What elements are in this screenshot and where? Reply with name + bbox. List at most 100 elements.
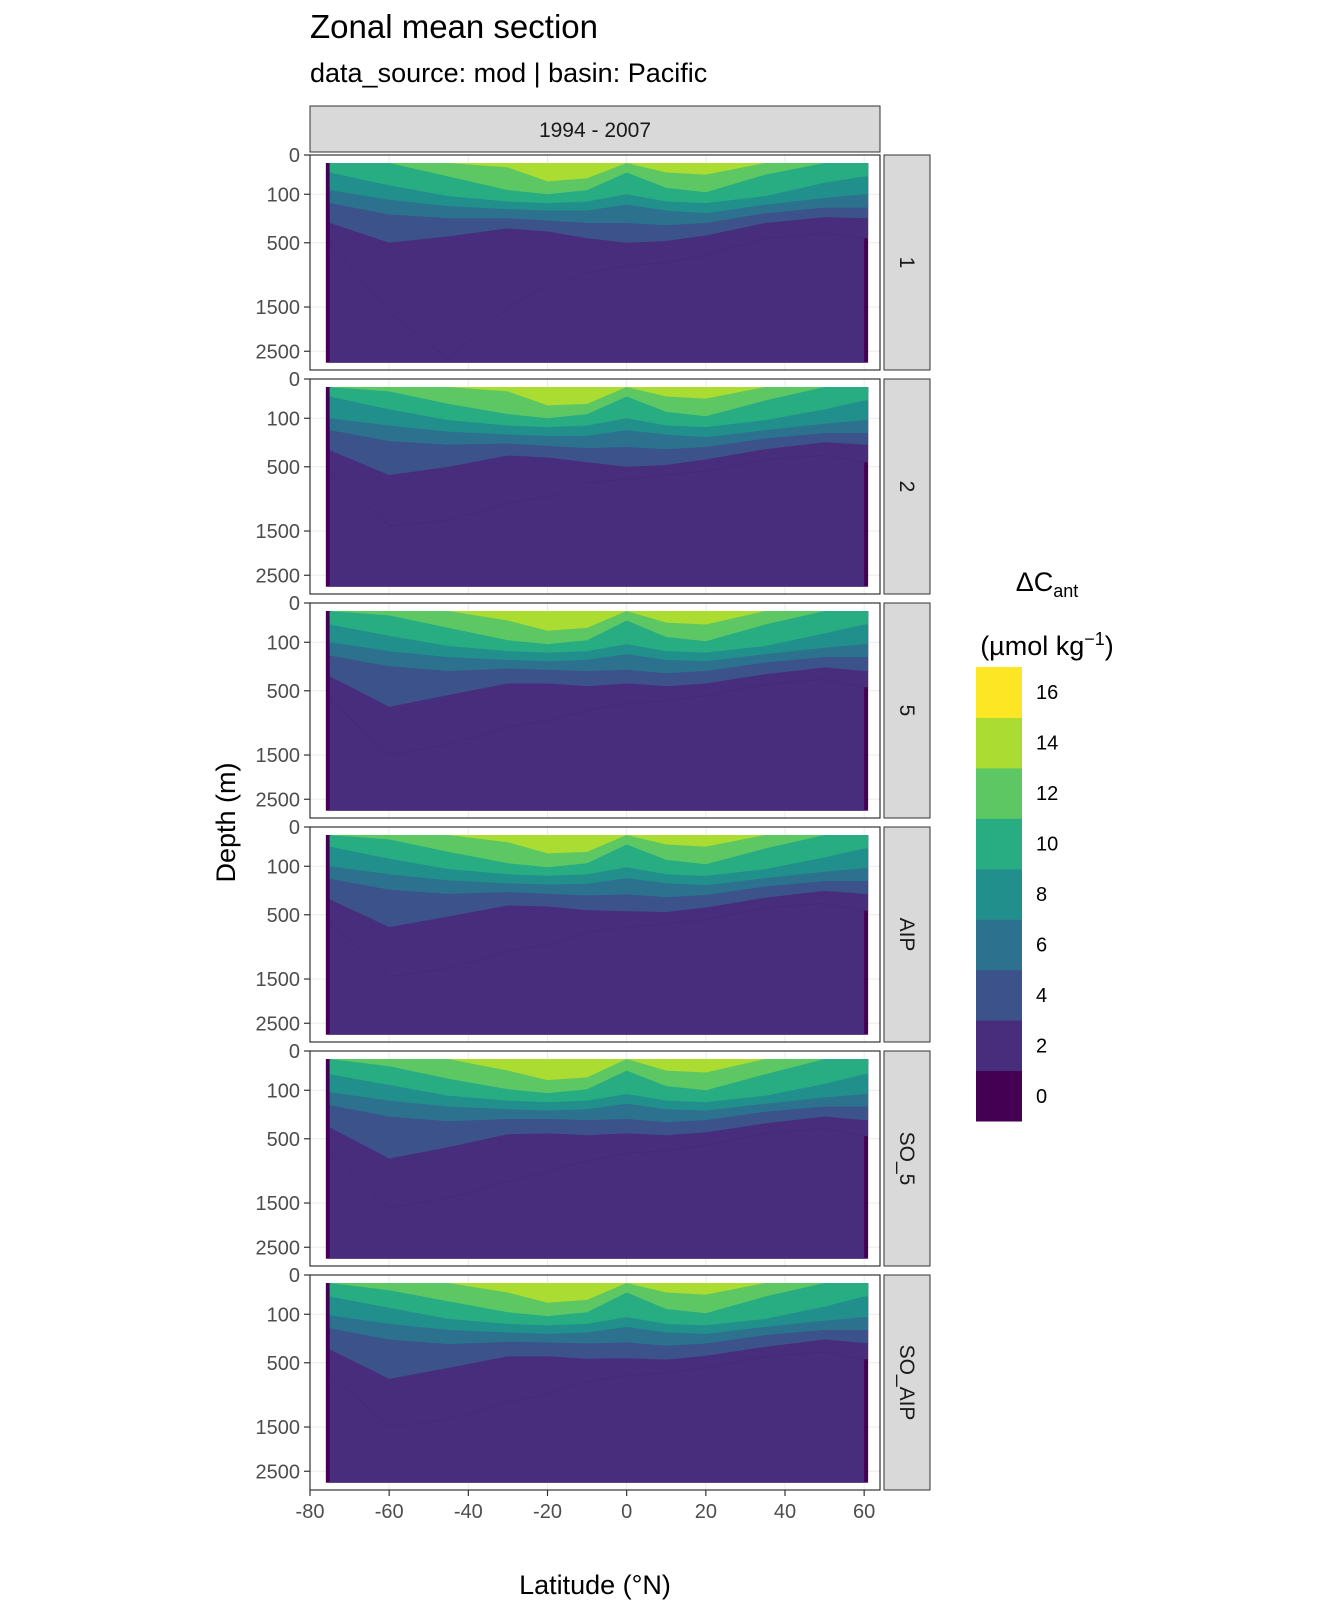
y-tick-label: 500: [267, 1129, 300, 1151]
legend-label: 2: [1036, 1035, 1047, 1057]
facet-panel-1: 0 100 500 1500 2500 1: [256, 145, 931, 371]
y-tick-label: 500: [267, 233, 300, 255]
x-tick-label: 0: [621, 1501, 632, 1523]
legend-swatch: [976, 919, 1022, 971]
y-axis-title: Depth (m): [211, 762, 241, 882]
column-facet-strip: [309, 105, 881, 153]
contour-band-1: [329, 1352, 865, 1483]
y-tick-label: 100: [267, 184, 300, 206]
contour-band-12: [329, 1283, 869, 1317]
y-tick-label: 100: [267, 856, 300, 878]
legend-label: 16: [1036, 682, 1058, 704]
legend-title-subscript: ant: [1053, 581, 1079, 601]
chart-title: Zonal mean section: [310, 8, 598, 45]
x-tick-label: -80: [296, 1501, 325, 1523]
panel-border: [309, 378, 881, 595]
y-tick-label: 100: [267, 1080, 300, 1102]
facet-panel-5: 0 100 500 1500 2500 5: [256, 593, 931, 819]
row-facet-label: 2: [895, 481, 918, 493]
row-facet-label: SO_5: [895, 1132, 918, 1186]
contour-band-12: [329, 835, 869, 868]
y-tick-label: 100: [267, 408, 300, 430]
legend-unit-superscript: −1: [1084, 629, 1105, 649]
y-tick-label: 2500: [256, 789, 301, 811]
y-tick-label: 1500: [256, 969, 301, 991]
panel-border: [309, 602, 881, 819]
y-tick-label: 0: [289, 145, 300, 167]
contour-band-12: [329, 1059, 869, 1094]
y-tick-label: 100: [267, 1304, 300, 1326]
legend-unit-text: (µmol kg: [980, 631, 1085, 661]
y-tick-label: 100: [267, 632, 300, 654]
legend-swatch: [976, 717, 1022, 769]
legend-swatch: [976, 1020, 1022, 1072]
x-tick-label: 60: [853, 1501, 875, 1523]
contour-band-14: [329, 1283, 869, 1303]
legend-label: 0: [1036, 1086, 1047, 1108]
facet-panel-SO_AIP: 0 100 500 1500 2500 SO_AIP: [256, 1265, 931, 1491]
contour-band-14: [329, 387, 869, 406]
legend-label: 8: [1036, 884, 1047, 906]
y-tick-label: 500: [267, 681, 300, 703]
facet-panel-2: 0 100 500 1500 2500 2: [256, 369, 931, 595]
y-tick-label: 1500: [256, 297, 301, 319]
contour-band-14: [329, 611, 869, 631]
legend-swatch: [976, 868, 1022, 920]
y-tick-label: 2500: [256, 1237, 301, 1259]
contour-band-1: [329, 903, 865, 1035]
panel-border: [309, 1050, 881, 1267]
row-facet-strip: [883, 602, 931, 819]
legend-title-text: ΔC: [1015, 567, 1054, 597]
legend-swatch: [976, 667, 1022, 718]
column-facet-label: 1994 - 2007: [539, 119, 651, 142]
y-tick-label: 0: [289, 593, 300, 615]
contour-band-12: [329, 611, 869, 645]
legend-title: ΔCant (µmol kg−1): [972, 558, 1122, 670]
y-tick-label: 500: [267, 1353, 300, 1375]
legend-swatch: [976, 969, 1022, 1021]
contour-band-1: [329, 1128, 865, 1259]
panel-border: [309, 1274, 881, 1491]
chart-subtitle: data_source: mod | basin: Pacific: [310, 58, 708, 88]
legend-label: 10: [1036, 834, 1058, 856]
row-facet-strip: [883, 1050, 931, 1267]
y-tick-label: 2500: [256, 565, 301, 587]
contour-band-12: [329, 387, 869, 419]
row-facet-label: SO_AIP: [895, 1345, 918, 1421]
y-tick-label: 2500: [256, 1461, 301, 1483]
legend-swatch: [976, 767, 1022, 819]
row-facet-strip: [883, 826, 931, 1043]
y-tick-label: 0: [289, 1041, 300, 1063]
x-axis-title: Latitude (°N): [519, 1570, 671, 1600]
contour-band-1: [329, 233, 865, 363]
y-tick-label: 500: [267, 905, 300, 927]
y-tick-label: 0: [289, 1265, 300, 1287]
row-facet-label: 1: [895, 257, 918, 269]
legend-swatch: [976, 1070, 1022, 1122]
x-tick-label: 20: [695, 1501, 717, 1523]
y-tick-label: 1500: [256, 521, 301, 543]
contour-band-12: [329, 163, 869, 195]
row-facet-label: 5: [895, 705, 918, 717]
x-tick-label: -40: [454, 1501, 483, 1523]
row-facet-strip: [883, 154, 931, 371]
legend-label: 4: [1036, 985, 1047, 1007]
y-tick-label: 500: [267, 457, 300, 479]
y-tick-label: 1500: [256, 1193, 301, 1215]
legend-label: 12: [1036, 783, 1058, 805]
contour-band-14: [329, 835, 869, 854]
x-tick-label: -20: [533, 1501, 562, 1523]
x-tick-label: -60: [375, 1501, 404, 1523]
contour-band-1: [329, 679, 865, 811]
y-tick-label: 2500: [256, 341, 301, 363]
row-facet-label: AIP: [895, 918, 918, 952]
panel-border: [309, 154, 881, 371]
y-tick-label: 0: [289, 369, 300, 391]
legend-label: 6: [1036, 934, 1047, 956]
facet-panel-AIP: 0 100 500 1500 2500 AIP: [256, 817, 931, 1043]
y-tick-label: 2500: [256, 1013, 301, 1035]
y-tick-label: 1500: [256, 745, 301, 767]
contour-band-1: [329, 455, 865, 587]
facet-panel-SO_5: 0 100 500 1500 2500 SO_5: [256, 1041, 931, 1267]
